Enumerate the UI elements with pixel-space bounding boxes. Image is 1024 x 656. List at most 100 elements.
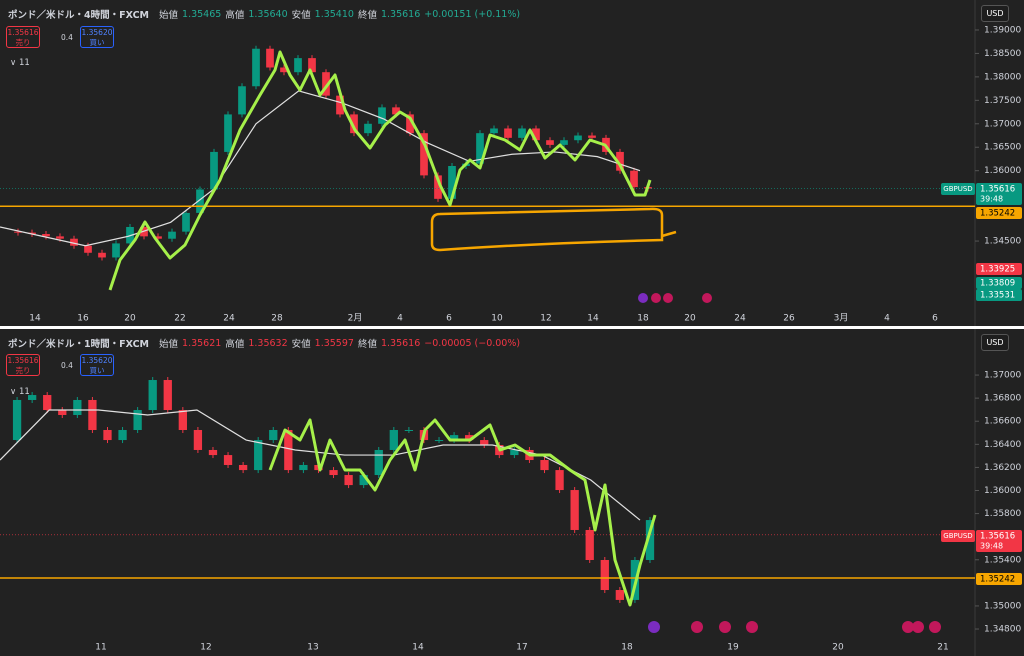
indicator-value: 11 [18, 387, 30, 397]
price-label-box [976, 530, 1022, 552]
ohlc-value: 1.35616 [380, 8, 421, 20]
candle [532, 128, 540, 141]
indicator[interactable]: ∨ 11 [10, 58, 30, 68]
currency-button[interactable]: USD [981, 334, 1009, 351]
buy-button[interactable]: 1.35620 買い [80, 26, 114, 48]
ohlc-value: 1.35597 [314, 337, 354, 349]
symbol-tag-label: GBPUSD [943, 185, 972, 193]
price-label-box [976, 573, 1022, 585]
y-tick-label: 1.36000 [984, 166, 1021, 176]
candle [284, 430, 293, 471]
x-tick-label: 19 [727, 643, 739, 653]
y-tick-label: 1.38500 [984, 49, 1021, 59]
buy-button[interactable]: 1.35620 買い [80, 354, 114, 376]
price-label: 1.35242 [980, 575, 1015, 585]
x-tick-label: 11 [95, 643, 106, 653]
x-tick-label: 21 [937, 643, 948, 653]
candle [112, 243, 120, 258]
price-label: 1.35616 [980, 532, 1015, 542]
x-tick-label: 20 [124, 314, 136, 324]
price-label: 1.33925 [980, 265, 1015, 275]
symbol-tag [941, 530, 975, 542]
y-tick-label: 1.35400 [984, 555, 1021, 565]
candle [84, 245, 92, 253]
candle [616, 151, 624, 171]
change: +0.00151 (+0.11%) [424, 8, 521, 20]
indicator[interactable]: ∨ 11 [10, 387, 30, 397]
candle [224, 114, 232, 152]
sell-button[interactable]: 1.35616 売り [6, 354, 40, 376]
x-tick-label: 18 [621, 643, 633, 653]
moving-average [0, 409, 641, 521]
candle [27, 395, 37, 400]
candle [540, 460, 549, 471]
candle [148, 380, 157, 411]
x-tick-label: 4 [397, 314, 403, 324]
sell-price: 1.35616 [7, 356, 39, 365]
y-tick-label: 1.37500 [984, 96, 1021, 106]
x-tick-label: 12 [200, 643, 211, 653]
spread: 0.4 [61, 33, 73, 42]
candle [266, 48, 274, 68]
y-tick-label: 1.36000 [984, 486, 1021, 496]
candle [294, 58, 302, 73]
price-timer: 39:48 [980, 542, 1003, 551]
sell-button[interactable]: 1.35616 売り [6, 26, 40, 48]
x-tick-label: 10 [491, 314, 503, 324]
candle [252, 48, 260, 87]
candle [510, 449, 519, 456]
price-label: 1.33531 [980, 291, 1015, 301]
ohlc-value: 1.35621 [182, 337, 222, 349]
candle [465, 435, 474, 441]
y-tick-label: 1.35000 [984, 601, 1021, 611]
price-label: 1.35616 [980, 185, 1015, 195]
candle [490, 128, 498, 134]
candle [238, 86, 246, 115]
candle [329, 470, 338, 476]
candle [280, 67, 288, 73]
candle [70, 238, 78, 246]
y-tick-label: 1.35800 [984, 509, 1021, 519]
spread: 0.4 [61, 361, 73, 370]
ohlc-label: 安値 [291, 10, 311, 21]
candle [546, 140, 554, 145]
ohlc-label: 安値 [291, 339, 311, 350]
x-tick-label: 16 [77, 314, 89, 324]
price-label: 1.35242 [980, 209, 1015, 219]
candle [322, 72, 330, 96]
candle [434, 440, 444, 442]
x-tick-label: 18 [637, 314, 649, 324]
candle [163, 380, 172, 411]
y-tick-label: 1.39000 [984, 25, 1021, 35]
candle [133, 410, 142, 431]
currency-button[interactable]: USD [981, 5, 1009, 22]
buy-price: 1.35620 [81, 356, 113, 365]
x-tick-label: 24 [223, 314, 235, 324]
x-tick-label: 14 [29, 314, 41, 324]
panel-bg [0, 329, 1024, 656]
candle [585, 529, 594, 560]
ohlc-value: 1.35410 [314, 8, 354, 20]
candle [223, 455, 233, 465]
y-tick-label: 1.37000 [984, 371, 1021, 381]
candle [434, 175, 442, 199]
candle [615, 590, 625, 600]
candle [12, 399, 22, 441]
candle [168, 231, 176, 239]
candle [374, 449, 383, 476]
event-icons[interactable] [638, 293, 941, 633]
price-label-box [976, 289, 1022, 301]
drawn-box [430, 207, 677, 252]
price-label-box [976, 263, 1022, 275]
price-label: 1.33809 [980, 279, 1015, 289]
candle [58, 410, 67, 415]
ohlc-label: 高値 [225, 339, 245, 350]
candle [336, 95, 344, 115]
sell-price: 1.35616 [7, 28, 39, 37]
candle [570, 490, 579, 530]
x-tick-label: 2月 [348, 313, 363, 324]
ohlc-value: 1.35616 [380, 337, 421, 349]
candle [193, 430, 203, 450]
x-tick-label: 12 [540, 314, 551, 324]
